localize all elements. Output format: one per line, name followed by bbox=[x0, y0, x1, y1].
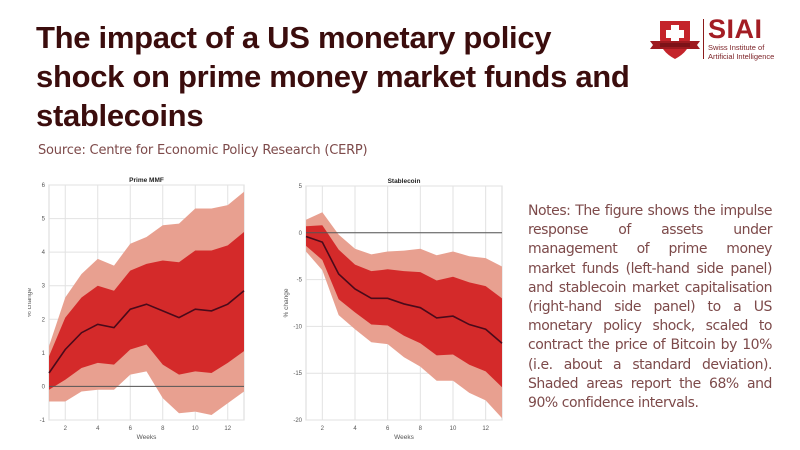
siai-logo: SIAI Swiss Institute of Artificial Intel… bbox=[648, 14, 798, 61]
x-tick-label: 8 bbox=[419, 426, 423, 432]
y-tick-label: 2 bbox=[42, 317, 46, 323]
y-tick-label: 0 bbox=[299, 231, 303, 237]
median-line bbox=[48, 290, 245, 374]
x-tick-label: 12 bbox=[224, 426, 231, 432]
x-tick-label: 10 bbox=[192, 426, 199, 432]
page-title: The impact of a US monetary policy shock… bbox=[36, 20, 630, 133]
chart-title: Stablecoin bbox=[388, 178, 421, 185]
chart-notes: Notes: The figure shows the impulse resp… bbox=[528, 203, 772, 412]
logo-subtitle-line2: Artificial Intelligence bbox=[708, 51, 775, 61]
y-tick-label: -1 bbox=[40, 418, 46, 424]
x-axis-label: Weeks bbox=[394, 434, 414, 441]
y-tick-label: -10 bbox=[293, 324, 302, 330]
logo-subtitle: Swiss Institute of Artificial Intelligen… bbox=[708, 43, 775, 61]
confidence-band-68 bbox=[306, 225, 502, 388]
y-tick-label: -15 bbox=[293, 371, 302, 377]
y-tick-label: 3 bbox=[42, 284, 46, 290]
x-tick-label: 6 bbox=[129, 426, 133, 432]
source-caption: Source: Centre for Economic Policy Resea… bbox=[38, 143, 368, 158]
logo-brand: SIAI bbox=[708, 14, 763, 44]
x-tick-label: 6 bbox=[386, 426, 390, 432]
y-axis-label: % change bbox=[283, 288, 290, 317]
shield-cross-icon bbox=[650, 21, 700, 59]
logo-subtitle-line1: Swiss Institute of bbox=[708, 43, 765, 52]
y-tick-label: 5 bbox=[42, 217, 46, 223]
x-tick-label: 12 bbox=[482, 426, 489, 432]
chart-panel-stablecoin: 2 4 6 8 10 12 -20 -15 -10 -5 0 5 Stablecoin Weeks % ch… bbox=[283, 178, 503, 441]
y-tick-label: 5 bbox=[299, 184, 303, 190]
median-line bbox=[305, 235, 503, 344]
x-tick-label: 8 bbox=[161, 426, 165, 432]
logo-divider bbox=[703, 19, 704, 59]
x-tick-label: 10 bbox=[450, 426, 457, 432]
y-tick-label: -5 bbox=[297, 278, 303, 284]
x-tick-label: 2 bbox=[321, 426, 325, 432]
x-tick-label: 4 bbox=[96, 426, 100, 432]
y-tick-label: 4 bbox=[42, 250, 46, 256]
confidence-band-68 bbox=[49, 232, 244, 390]
x-axis-label: Weeks bbox=[137, 434, 157, 441]
y-tick-label: 1 bbox=[42, 351, 46, 357]
y-tick-label: -20 bbox=[293, 418, 302, 424]
y-axis-label: % change bbox=[28, 288, 33, 317]
x-tick-label: 2 bbox=[64, 426, 68, 432]
y-tick-label: 0 bbox=[42, 384, 46, 390]
y-tick-label: 6 bbox=[42, 183, 46, 189]
x-tick-label: 4 bbox=[353, 426, 357, 432]
chart-title: Prime MMF bbox=[129, 177, 164, 184]
